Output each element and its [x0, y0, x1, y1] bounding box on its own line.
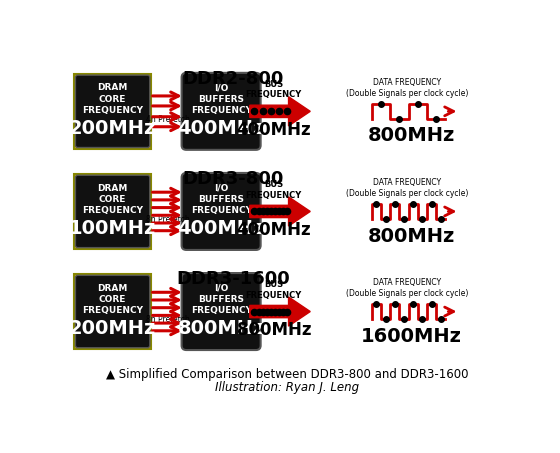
Text: 1600MHz: 1600MHz — [361, 327, 461, 346]
Text: BUS
FREQUENCY: BUS FREQUENCY — [246, 80, 302, 100]
Text: I/O
BUFFERS
FREQUENCY: I/O BUFFERS FREQUENCY — [190, 83, 251, 115]
Text: ▲ Simplified Comparison between DDR3-800 and DDR3-1600: ▲ Simplified Comparison between DDR3-800… — [106, 368, 468, 381]
Text: DATA FREQUENCY
(Double Signals per clock cycle): DATA FREQUENCY (Double Signals per clock… — [346, 279, 468, 299]
Polygon shape — [250, 96, 310, 126]
Text: DDR2-800: DDR2-800 — [182, 70, 283, 88]
Text: 800MHz: 800MHz — [178, 319, 265, 338]
FancyBboxPatch shape — [76, 275, 150, 348]
FancyBboxPatch shape — [76, 175, 150, 248]
Text: 100MHz: 100MHz — [69, 219, 156, 238]
Text: I/O
BUFFERS
FREQUENCY: I/O BUFFERS FREQUENCY — [190, 284, 251, 315]
FancyBboxPatch shape — [181, 73, 260, 150]
Polygon shape — [250, 197, 310, 226]
Text: 800MHz: 800MHz — [367, 226, 455, 246]
Text: 400MHz: 400MHz — [236, 121, 311, 139]
Text: BUS
FREQUENCY: BUS FREQUENCY — [246, 180, 302, 200]
Text: DRAM
CORE
FREQUENCY: DRAM CORE FREQUENCY — [82, 183, 143, 215]
Text: DATA FREQUENCY
(Double Signals per clock cycle): DATA FREQUENCY (Double Signals per clock… — [346, 178, 468, 198]
FancyBboxPatch shape — [181, 273, 260, 350]
Text: DDR3-800: DDR3-800 — [182, 170, 283, 188]
Text: 200MHz: 200MHz — [69, 119, 156, 138]
Text: BUS
FREQUENCY: BUS FREQUENCY — [246, 280, 302, 300]
FancyBboxPatch shape — [181, 173, 260, 250]
FancyBboxPatch shape — [74, 73, 151, 149]
FancyBboxPatch shape — [74, 173, 151, 249]
FancyBboxPatch shape — [74, 274, 151, 349]
Text: DRAM
CORE
FREQUENCY: DRAM CORE FREQUENCY — [82, 284, 143, 315]
Text: Illustration: Ryan J. Leng: Illustration: Ryan J. Leng — [215, 381, 359, 394]
Text: DDR3-1600: DDR3-1600 — [176, 270, 290, 288]
Text: DATA FREQUENCY
(Double Signals per clock cycle): DATA FREQUENCY (Double Signals per clock… — [346, 78, 468, 98]
Text: 8n Prefetch: 8n Prefetch — [146, 315, 189, 324]
Text: 400MHz: 400MHz — [178, 219, 265, 238]
Text: 800MHz: 800MHz — [236, 321, 311, 339]
Text: 800MHz: 800MHz — [367, 126, 455, 145]
Text: 400MHz: 400MHz — [236, 221, 311, 239]
Text: I/O
BUFFERS
FREQUENCY: I/O BUFFERS FREQUENCY — [190, 183, 251, 215]
FancyBboxPatch shape — [76, 75, 150, 148]
Text: DRAM
CORE
FREQUENCY: DRAM CORE FREQUENCY — [82, 83, 143, 115]
Text: 4n Prefetch: 4n Prefetch — [146, 115, 190, 124]
Polygon shape — [250, 297, 310, 326]
Text: 8n Prefetch: 8n Prefetch — [146, 215, 189, 224]
Text: 400MHz: 400MHz — [178, 119, 265, 138]
Text: 200MHz: 200MHz — [69, 319, 156, 338]
